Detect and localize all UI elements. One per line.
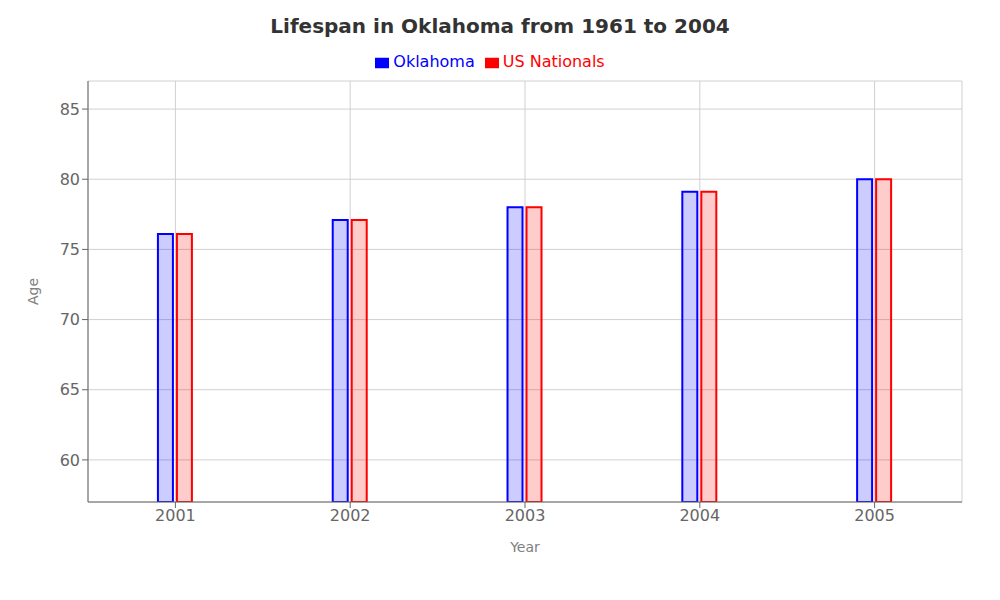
svg-text:75: 75 [60,240,80,259]
svg-text:85: 85 [60,100,80,119]
html-text:Oklahoma: Oklahoma [393,52,475,71]
svg-text:70: 70 [60,310,80,329]
svg-text:2003: 2003 [505,506,546,525]
svg-text:60: 60 [60,451,80,470]
html-text:US Nationals: US Nationals [502,52,605,71]
svg-text:65: 65 [60,380,80,399]
svg-text:2004: 2004 [679,506,720,525]
svg-text:Year: Year [509,539,540,555]
svg-text:2002: 2002 [330,506,371,525]
svg-text:80: 80 [60,170,80,189]
html-text:Lifespan in Oklahoma from 1961: Lifespan in Oklahoma from 1961 to 2004 [270,14,730,38]
svg-text:Age: Age [25,278,41,305]
svg-text:2005: 2005 [854,506,895,525]
svg-text:2001: 2001 [155,506,196,525]
